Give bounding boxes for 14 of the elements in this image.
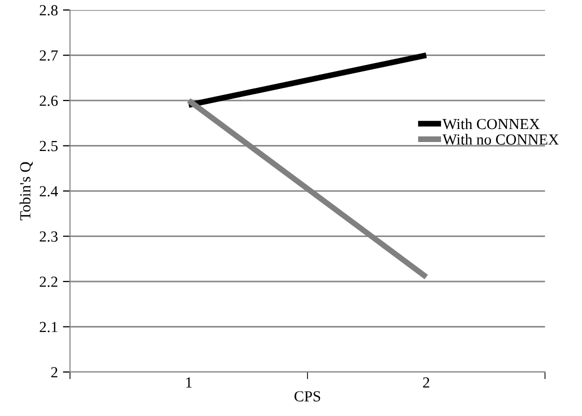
y-tick-label: 2.8 xyxy=(40,5,58,16)
y-tick-label: 2.1 xyxy=(40,322,58,332)
x-tick-label: 1 xyxy=(186,377,192,388)
legend-label: With CONNEX xyxy=(442,118,540,130)
y-tick-label: 2.2 xyxy=(40,276,58,288)
legend-label: With no CONNEX xyxy=(442,134,559,145)
y-tick-label: 2 xyxy=(51,367,58,378)
x-axis-title: CPS xyxy=(294,391,320,402)
y-axis-title: Tobin's Q xyxy=(20,162,33,220)
y-tick-label: 2.4 xyxy=(40,186,58,197)
y-tick-label: 2.5 xyxy=(40,140,58,152)
y-tick-label: 2.6 xyxy=(40,96,58,106)
y-tick-label: 2.3 xyxy=(40,231,58,242)
y-tick-label: 2.7 xyxy=(40,50,58,61)
